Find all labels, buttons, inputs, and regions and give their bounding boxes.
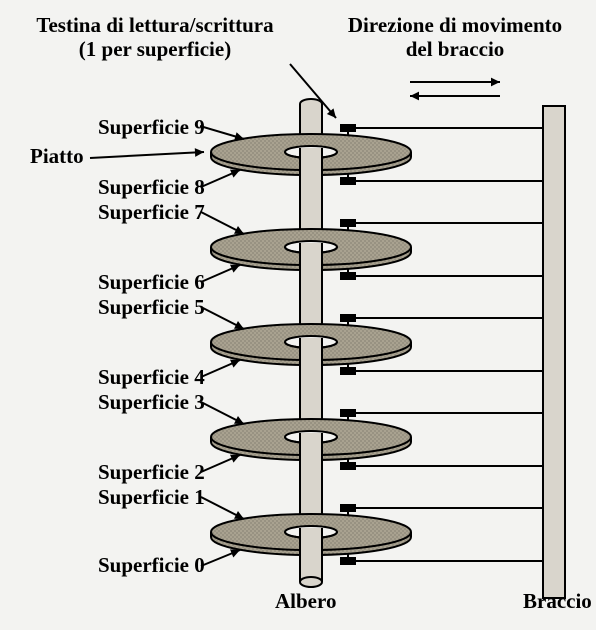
rw-head: [340, 367, 356, 375]
rw-head: [340, 504, 356, 512]
rw-head: [340, 272, 356, 280]
head-title-line2: (1 per superficie): [79, 37, 231, 61]
rw-head: [340, 177, 356, 185]
rw-head: [340, 462, 356, 470]
spindle-segment: [300, 536, 322, 582]
surface-label-9: Superficie 9: [98, 115, 205, 139]
surface-label-7: Superficie 7: [98, 200, 205, 224]
surface-label-0: Superficie 0: [98, 553, 205, 577]
rw-head: [340, 557, 356, 565]
braccio-label: Braccio: [523, 589, 592, 613]
surface-label-1: Superficie 1: [98, 485, 205, 509]
rw-head: [340, 314, 356, 322]
surface-label-8: Superficie 8: [98, 175, 205, 199]
rw-head: [340, 219, 356, 227]
surface-label-6: Superficie 6: [98, 270, 205, 294]
arm-bar: [543, 106, 565, 598]
albero-label: Albero: [275, 589, 336, 613]
dir-title-line1: Direzione di movimento: [348, 13, 562, 37]
surface-label-2: Superficie 2: [98, 460, 205, 484]
head-title-line1: Testina di lettura/scrittura: [36, 13, 274, 37]
surface-label-3: Superficie 3: [98, 390, 205, 414]
surface-label-5: Superficie 5: [98, 295, 205, 319]
dir-title-line2: del braccio: [406, 37, 505, 61]
surface-label-4: Superficie 4: [98, 365, 205, 389]
piatto-label: Piatto: [30, 144, 84, 168]
rw-head: [340, 124, 356, 132]
rw-head: [340, 409, 356, 417]
